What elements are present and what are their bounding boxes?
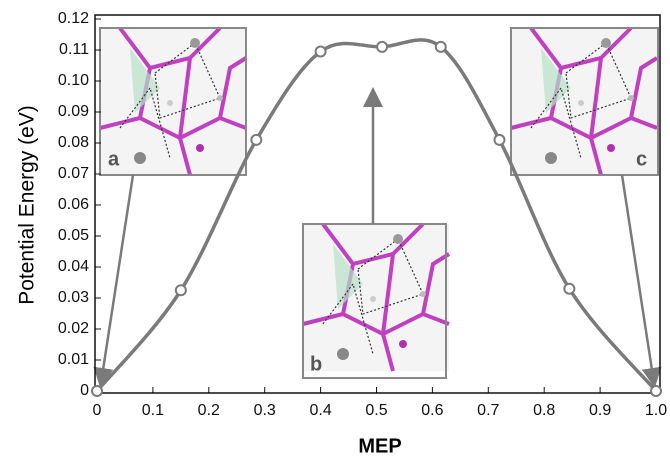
x-tick-label: 0.4 xyxy=(309,402,331,419)
marker xyxy=(250,133,263,146)
x-tick-label: 0.9 xyxy=(589,402,611,419)
x-axis-label: MEP xyxy=(358,435,401,457)
marker xyxy=(434,40,447,53)
marker xyxy=(563,282,576,295)
marker xyxy=(91,385,103,397)
x-tick-label: 0.7 xyxy=(477,402,499,419)
x-tick-label: 0.6 xyxy=(421,402,443,419)
marker xyxy=(314,45,327,58)
x-tick-label: 0.2 xyxy=(198,402,220,419)
x-tick-label: 0 xyxy=(93,402,102,419)
marker xyxy=(493,133,506,146)
marker xyxy=(174,284,187,297)
annotation: a xyxy=(108,148,120,170)
y-tick-label: 0.02 xyxy=(58,320,89,337)
inset-c xyxy=(509,26,662,388)
annotation: c xyxy=(636,148,647,170)
y-tick-label: 0.05 xyxy=(58,227,89,244)
y-tick-label: 0.04 xyxy=(58,258,89,275)
x-tick-label: 0.8 xyxy=(533,402,555,419)
marker xyxy=(376,40,389,53)
annotation: b xyxy=(310,353,322,375)
x-tick-label: 0.5 xyxy=(365,402,387,419)
y-tick-label: 0.10 xyxy=(58,72,89,89)
y-tick-label: 0 xyxy=(80,382,89,399)
y-tick-label: 0.12 xyxy=(58,10,89,27)
plot-frame xyxy=(94,14,661,394)
inset-a xyxy=(93,26,248,388)
x-tick-label: 0.3 xyxy=(254,402,276,419)
x-tick-label: 1.0 xyxy=(645,402,667,419)
y-tick-label: 0.01 xyxy=(58,351,89,368)
inset-b xyxy=(301,87,451,379)
x-tick-label: 0.1 xyxy=(142,402,164,419)
y-tick-label: 0.03 xyxy=(58,289,89,306)
y-tick-label: 0.08 xyxy=(58,134,89,151)
y-tick-label: 0.09 xyxy=(58,103,89,120)
y-tick-label: 0.07 xyxy=(58,165,89,182)
y-axis-label: Potential Energy (eV) xyxy=(16,105,39,305)
marker xyxy=(650,385,662,397)
y-tick-label: 0.06 xyxy=(58,196,89,213)
y-tick-label: 0.11 xyxy=(59,41,89,58)
